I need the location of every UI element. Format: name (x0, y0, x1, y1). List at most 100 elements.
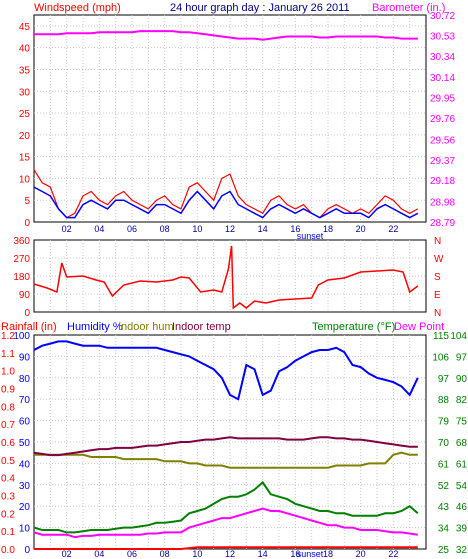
p1-x-tick-label: 22 (388, 224, 398, 234)
rain-tick-label: 1.2 (1, 331, 15, 342)
hum-tick-label: 10 (19, 524, 31, 535)
rain-tick-label: 0.8 (1, 402, 15, 413)
baro-tick-label: 30.34 (430, 52, 455, 63)
wind-tick-label: 0 (24, 218, 30, 229)
temp-humidity-grid (34, 335, 426, 549)
wind-tick-label: 5 (24, 196, 30, 207)
wind-tick-label: 10 (19, 174, 31, 185)
hum-tick-label: 50 (19, 438, 31, 449)
indoor-hum-legend: Indoor hum (118, 321, 174, 333)
p1-x-tick-label: 16 (290, 224, 300, 234)
temp-tick-label: 61 (438, 459, 450, 470)
indoor-temp-line (33, 436, 418, 457)
hum-tick-label: 80 (19, 374, 31, 385)
temp-humidity-series (33, 340, 419, 550)
windspeed-axis-title: Windspeed (mph) (34, 2, 121, 14)
temp-tick-label-2: 82 (456, 395, 468, 406)
p3-x-tick-label: 22 (388, 549, 398, 559)
temp-tick-label: 25 (438, 545, 450, 556)
wind-tick-label: 35 (19, 65, 31, 76)
wind-baro-series (33, 30, 419, 219)
compass-label: N (434, 236, 441, 247)
dir-tick-label: 180 (13, 272, 30, 283)
p3-x-tick-label: 20 (356, 549, 366, 559)
p1-x-tick-label: 12 (225, 224, 235, 234)
rain-tick-label: 0.7 (1, 420, 15, 431)
temp-tick-label-2: 104 (450, 331, 467, 342)
compass-label: E (434, 290, 441, 301)
baro-tick-label: 29.95 (430, 94, 455, 105)
p1-x-tick-label: 04 (94, 224, 104, 234)
temp-tick-label-2: 68 (456, 438, 468, 449)
hum-tick-label: 60 (19, 417, 31, 428)
wind-tick-label: 30 (19, 87, 31, 98)
hum-tick-label: 90 (19, 352, 31, 363)
rain-tick-label: 0.6 (1, 438, 15, 449)
rain-tick-label: 0.9 (1, 385, 15, 396)
wind-tick-label: 40 (19, 44, 31, 55)
temp-tick-label-2: 46 (456, 502, 468, 513)
baro-tick-label: 30.72 (430, 11, 455, 22)
temp-tick-label: 79 (438, 417, 450, 428)
wind-tick-label: 20 (19, 131, 31, 142)
hum-tick-label: 100 (13, 331, 30, 342)
dew-point-legend: Dew Point (394, 321, 444, 333)
rain-tick-label: 1.0 (1, 367, 15, 378)
p1-x-tick-label: 18 (323, 224, 333, 234)
temp-tick-label: 88 (438, 395, 450, 406)
baro-tick-label: 30.14 (430, 73, 455, 84)
indoor-temp-legend: Indoor temp (172, 321, 231, 333)
temp-tick-label-2: 97 (456, 352, 468, 363)
temp-tick-label: 70 (438, 438, 450, 449)
dew-point-line (33, 507, 418, 539)
temp-tick-label: 43 (438, 502, 450, 513)
humidity-line (33, 340, 419, 401)
temp-tick-label: 34 (438, 524, 450, 535)
p1-x-tick-label: 14 (258, 224, 268, 234)
compass-label: W (434, 254, 444, 265)
p1-x-tick-label: 20 (356, 224, 366, 234)
p3-x-tick-label: 10 (192, 549, 202, 559)
indoor-hum-line (34, 451, 418, 469)
p3-x-tick-label: 12 (225, 549, 235, 559)
baro-tick-label: 28.98 (430, 198, 455, 209)
baro-tick-label: 28.79 (430, 218, 455, 229)
wind-baro-grid (34, 15, 426, 222)
dir-tick-label: 90 (19, 290, 31, 301)
hum-tick-label: 20 (19, 502, 31, 513)
rain-tick-label: 0.2 (1, 509, 15, 520)
temp-tick-label-2: 75 (456, 417, 468, 428)
axis-tick-labels: 0 5 10 15 20 25 30 35 40 45 28.79 28.98 29.18 29.37 29… (1, 11, 467, 559)
baro-tick-label: 29.37 (430, 156, 455, 167)
baro-tick-label: 29.18 (430, 176, 455, 187)
temp-tick-label: 97 (438, 374, 450, 385)
rain-tick-label: 0.4 (1, 474, 15, 485)
rain-tick-label: 0.1 (1, 527, 15, 538)
wind-tick-label: 15 (19, 153, 31, 164)
p1-x-tick-label: 08 (160, 224, 170, 234)
rain-tick-label: 0.0 (1, 545, 15, 556)
hum-tick-label: 40 (19, 459, 31, 470)
p3-sunset-label: sunset (297, 549, 324, 559)
p3-x-tick-label: 16 (290, 549, 300, 559)
p1-sunset-label: sunset (297, 231, 324, 241)
dir-tick-label: 360 (13, 236, 30, 247)
temp-tick-label-2: 90 (456, 374, 468, 385)
wind-direction-series (33, 245, 419, 310)
rainfall-line (34, 546, 418, 550)
temp-tick-label: 52 (438, 481, 450, 492)
compass-label: S (434, 272, 441, 283)
temp-tick-label-2: 32 (456, 545, 468, 556)
hum-tick-label: 70 (19, 395, 31, 406)
p1-x-tick-label: 06 (127, 224, 137, 234)
rain-tick-label: 0.3 (1, 492, 15, 503)
barometer-axis-title: Barometer (in.) (372, 2, 445, 14)
p3-x-tick-label: 04 (94, 549, 104, 559)
rain-tick-label: 1.1 (1, 349, 15, 360)
wind-tick-label: 45 (19, 22, 31, 33)
avg-wind-line (33, 186, 419, 219)
wind-direction-grid (34, 240, 426, 312)
rain-tick-label: 0.5 (1, 456, 15, 467)
baro-tick-label: 29.56 (430, 135, 455, 146)
